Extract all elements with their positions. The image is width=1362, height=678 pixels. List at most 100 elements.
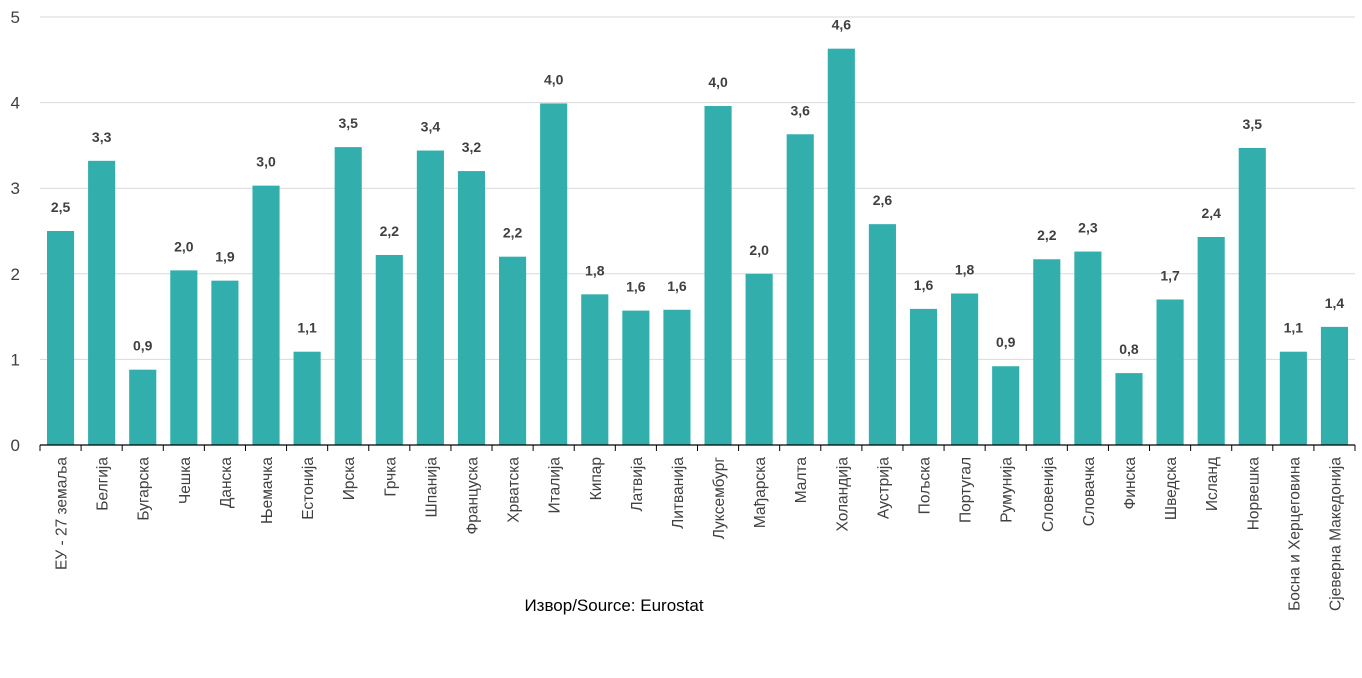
data-label: 3,0 <box>256 154 276 170</box>
data-label: 2,4 <box>1201 205 1221 221</box>
bar <box>457 171 486 445</box>
x-tick-label: Норвешка <box>1245 457 1262 531</box>
bars <box>46 48 1349 446</box>
x-tick-label: Литванија <box>670 457 687 529</box>
data-label: 1,1 <box>1284 320 1304 336</box>
data-label: 2,0 <box>749 242 769 258</box>
data-label: 3,4 <box>421 119 441 135</box>
x-tick-label: Луксембург <box>711 457 728 540</box>
data-label: 1,6 <box>914 277 934 293</box>
data-label: 2,3 <box>1078 220 1098 236</box>
source-note: Извор/Source: Eurostat <box>524 596 704 615</box>
data-label: 2,2 <box>503 225 523 241</box>
x-tick-label: Француска <box>464 457 481 535</box>
x-tick-label: Португал <box>958 457 975 523</box>
y-tick-label: 0 <box>11 436 20 455</box>
bar <box>540 103 568 446</box>
x-tick-label: Мађарска <box>752 457 769 528</box>
bar <box>1115 373 1143 445</box>
x-tick-label: Италија <box>547 457 564 514</box>
x-tick-label: Словачка <box>1081 457 1098 527</box>
x-tick-label: Холандија <box>834 457 851 532</box>
data-label: 0,8 <box>1119 341 1139 357</box>
bar <box>88 160 116 446</box>
x-axis <box>39 444 1356 451</box>
bar <box>622 310 650 445</box>
x-tick-label: Шведска <box>1163 457 1180 520</box>
x-tick-label: Бугарска <box>136 457 153 521</box>
data-label: 3,6 <box>791 102 811 118</box>
x-tick-label: Белгија <box>95 457 112 511</box>
data-label: 1,6 <box>667 278 687 294</box>
data-label: 3,3 <box>92 129 112 145</box>
bar <box>252 185 280 445</box>
bar <box>704 106 732 446</box>
data-label: 1,4 <box>1325 295 1345 311</box>
x-tick-label: Њемачка <box>259 457 276 524</box>
x-tick-label: Исланд <box>1204 457 1221 511</box>
data-labels: 2,5 3,3 0,9 2,0 1,9 3,0 1,1 3,5 2,2 3,4 3,2 2,2 4,0 1… <box>51 17 1345 357</box>
bar <box>211 280 239 445</box>
bar <box>663 309 691 445</box>
x-tick-label: Румунија <box>999 457 1016 523</box>
bar <box>416 150 444 445</box>
y-axis-ticks: 0 1 2 3 4 5 <box>11 8 20 455</box>
x-tick-label: Аустрија <box>875 457 892 519</box>
x-tick-label: Ирска <box>341 457 358 501</box>
bar <box>1074 251 1102 445</box>
data-label: 2,6 <box>873 192 893 208</box>
data-label: 1,6 <box>626 279 646 295</box>
bar <box>1279 351 1307 445</box>
data-label: 1,1 <box>297 320 317 336</box>
bar <box>581 294 609 445</box>
bar <box>170 270 198 445</box>
bar <box>745 273 773 445</box>
x-tick-label: ЕУ - 27 земаља <box>54 457 71 570</box>
bar <box>909 308 938 445</box>
data-label: 2,0 <box>174 238 194 254</box>
bar <box>827 48 855 446</box>
y-tick-label: 1 <box>11 350 20 369</box>
x-tick-label: Сјеверна Македонија <box>1327 457 1344 611</box>
x-tick-label: Малта <box>793 457 810 504</box>
y-tick-label: 5 <box>11 8 20 27</box>
bar <box>46 231 75 445</box>
x-tick-label: Пољска <box>917 457 934 515</box>
y-tick-label: 2 <box>11 265 20 284</box>
bar <box>375 254 403 445</box>
data-label: 4,6 <box>832 17 852 33</box>
x-tick-label: Босна и Херцеговина <box>1286 457 1303 611</box>
x-tick-label: Данска <box>218 457 235 509</box>
data-label: 3,5 <box>1243 116 1263 132</box>
bar <box>499 256 527 445</box>
data-label: 1,8 <box>955 261 975 277</box>
x-tick-label: Грчка <box>382 457 399 497</box>
y-tick-label: 3 <box>11 179 20 198</box>
bar <box>1156 299 1184 445</box>
data-label: 3,5 <box>338 115 358 131</box>
data-label: 2,5 <box>51 199 71 215</box>
bar <box>293 351 321 445</box>
bar <box>786 134 814 445</box>
bar <box>1320 326 1349 445</box>
bar <box>868 224 896 445</box>
bar <box>334 147 362 445</box>
data-label: 1,9 <box>215 249 235 265</box>
data-label: 2,2 <box>380 223 400 239</box>
bar <box>992 366 1020 445</box>
data-label: 0,9 <box>996 334 1016 350</box>
x-tick-label: Естонија <box>300 457 317 520</box>
bar <box>951 293 979 445</box>
data-label: 4,0 <box>708 74 728 90</box>
bar <box>1197 236 1225 445</box>
bar <box>1033 259 1061 445</box>
x-tick-label: Хрватска <box>506 457 523 523</box>
data-label: 1,7 <box>1160 267 1180 283</box>
x-tick-label: Шпанија <box>423 457 440 518</box>
data-label: 3,2 <box>462 139 482 155</box>
x-tick-label: Кипар <box>588 457 605 500</box>
x-tick-label: Финска <box>1122 457 1139 510</box>
x-axis-ticks: ЕУ - 27 земаља Белгија Бугарска Чешка Данска… <box>54 457 1345 611</box>
data-label: 2,2 <box>1037 227 1057 243</box>
